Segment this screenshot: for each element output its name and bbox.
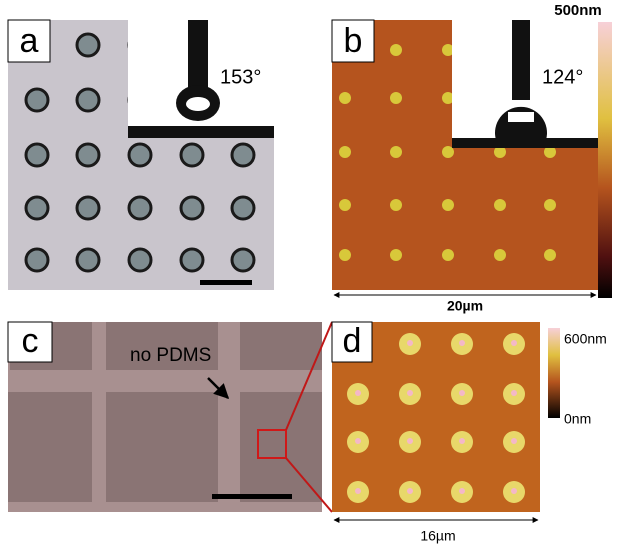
colorbar-max: 500nm — [554, 2, 602, 19]
pillar — [232, 249, 254, 271]
pillar — [181, 144, 203, 166]
pillar — [26, 144, 48, 166]
contact-angle: 124° — [542, 66, 583, 88]
pillar — [390, 92, 402, 104]
pillar — [181, 197, 203, 219]
pillar — [77, 249, 99, 271]
pillar — [26, 197, 48, 219]
pillar — [459, 438, 465, 444]
pillar — [544, 199, 556, 211]
pillar — [407, 438, 413, 444]
colorbar — [598, 22, 612, 298]
substrate — [452, 138, 598, 148]
scale-label: 16µm — [420, 528, 455, 544]
colorbar — [548, 328, 560, 418]
pillar — [355, 390, 361, 396]
pillar — [390, 249, 402, 261]
page: 153° a 124° 500nm 20µm b no PDMS c 600nm… — [0, 0, 621, 548]
scale-label: 20µm — [447, 298, 483, 314]
pillar — [544, 249, 556, 261]
colorbar-min: 0nm — [564, 411, 591, 427]
pillar — [26, 249, 48, 271]
pillar — [232, 197, 254, 219]
pillar — [339, 146, 351, 158]
pillar — [77, 197, 99, 219]
pillar — [390, 146, 402, 158]
pillar — [390, 199, 402, 211]
pillar — [77, 89, 99, 111]
pillar — [511, 438, 517, 444]
pillar — [77, 34, 99, 56]
pillar — [494, 249, 506, 261]
pillar — [339, 92, 351, 104]
pillar — [459, 488, 465, 494]
pillar — [181, 249, 203, 271]
pillar — [459, 390, 465, 396]
pillar — [511, 488, 517, 494]
pillar — [407, 340, 413, 346]
pillar — [129, 249, 151, 271]
pillar — [26, 89, 48, 111]
pattern-square — [8, 392, 92, 502]
pillar — [355, 438, 361, 444]
colorbar-max: 600nm — [564, 331, 607, 347]
pillar — [129, 144, 151, 166]
contact-angle: 153° — [220, 66, 261, 88]
pillar — [494, 199, 506, 211]
needle — [512, 20, 530, 100]
scale-bar — [212, 494, 292, 499]
pillar — [459, 340, 465, 346]
pillar — [407, 390, 413, 396]
substrate — [128, 126, 274, 138]
pillar — [355, 488, 361, 494]
droplet-highlight — [508, 112, 534, 122]
panel-label: c — [22, 322, 39, 360]
needle — [188, 20, 208, 92]
panel-label: a — [20, 22, 39, 60]
pillar — [511, 340, 517, 346]
pillar — [129, 197, 151, 219]
pattern-square — [240, 322, 322, 370]
figure: 153° a 124° 500nm 20µm b no PDMS c 600nm… — [0, 0, 621, 548]
annotation: no PDMS — [130, 345, 211, 366]
pillar — [77, 144, 99, 166]
droplet-highlight — [186, 97, 210, 111]
pillar — [442, 199, 454, 211]
pillar — [442, 249, 454, 261]
pillar — [407, 488, 413, 494]
scale-bar — [200, 280, 252, 285]
pillar — [511, 390, 517, 396]
pillar — [339, 199, 351, 211]
pillar — [390, 44, 402, 56]
pillar — [339, 249, 351, 261]
pillar — [232, 144, 254, 166]
panel-label: d — [343, 322, 362, 360]
panel-label: b — [344, 22, 363, 60]
pattern-square — [106, 392, 218, 502]
